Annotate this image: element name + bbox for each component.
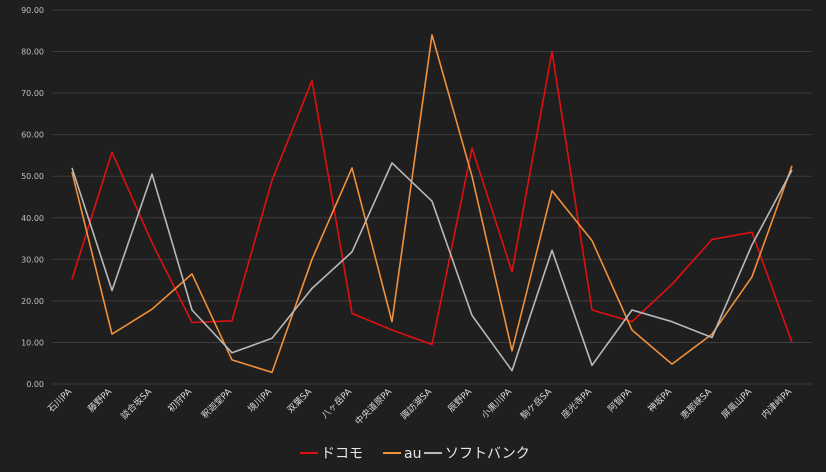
series-line-1 (71, 34, 793, 374)
x-tick-label: 恵那峡SA (678, 385, 715, 422)
x-tick-label: 藤野PA (85, 385, 115, 415)
x-tick-label: 駒ケ岳SA (518, 385, 555, 422)
y-tick-label: 10.00 (21, 338, 44, 347)
gridlines (52, 9, 812, 385)
y-tick-label: 60.00 (21, 131, 44, 140)
x-tick-label: 八ヶ岳PA (319, 385, 355, 421)
y-tick-label: 80.00 (21, 48, 44, 57)
x-tick-label: 双葉SA (284, 385, 314, 415)
x-axis: 石川PA 藤野PA 談合坂SA 初狩PA 釈迦堂PA 境川PA 双葉SA 八ヶ岳PA 中央道原P… (47, 385, 795, 427)
x-tick-label: 中央道原PA (352, 385, 394, 427)
y-tick-label: 90.00 (21, 6, 44, 15)
x-tick-label: 座光寺PA (559, 385, 595, 421)
x-tick-label: 内津峠PA (759, 385, 795, 421)
x-tick-label: 石川PA (47, 386, 75, 414)
x-tick-label: 諏訪湖SA (398, 385, 435, 422)
y-tick-label: 40.00 (21, 214, 44, 223)
legend-label-1: au (404, 446, 421, 462)
x-tick-label: 釈迦堂PA (199, 385, 235, 421)
legend: ドコモ au ソフトバンク (300, 446, 530, 462)
x-tick-label: 初狩PA (165, 385, 195, 415)
series-line-2 (71, 162, 793, 372)
y-tick-label: 20.00 (21, 297, 44, 306)
y-tick-label: 30.00 (21, 255, 44, 264)
x-tick-label: 小黒川PA (479, 386, 514, 421)
legend-label-0: ドコモ (321, 446, 363, 462)
x-tick-label: 辰野PA (446, 386, 475, 415)
x-tick-label: 屏風山PA (719, 386, 754, 421)
y-axis: 0.00 10.00 20.00 30.00 40.00 50.00 60.00 70.00 8… (21, 6, 44, 389)
y-tick-label: 0.00 (26, 380, 44, 389)
x-tick-label: 境川PA (245, 385, 275, 415)
x-tick-label: 神坂PA (645, 385, 675, 415)
y-tick-label: 70.00 (21, 89, 44, 98)
legend-label-2: ソフトバンク (445, 446, 530, 462)
series-lines (71, 34, 793, 374)
y-tick-label: 50.00 (21, 172, 44, 181)
series-line-0 (71, 50, 793, 346)
x-tick-label: 阿智PA (605, 385, 635, 415)
x-tick-label: 談合坂SA (118, 385, 155, 422)
